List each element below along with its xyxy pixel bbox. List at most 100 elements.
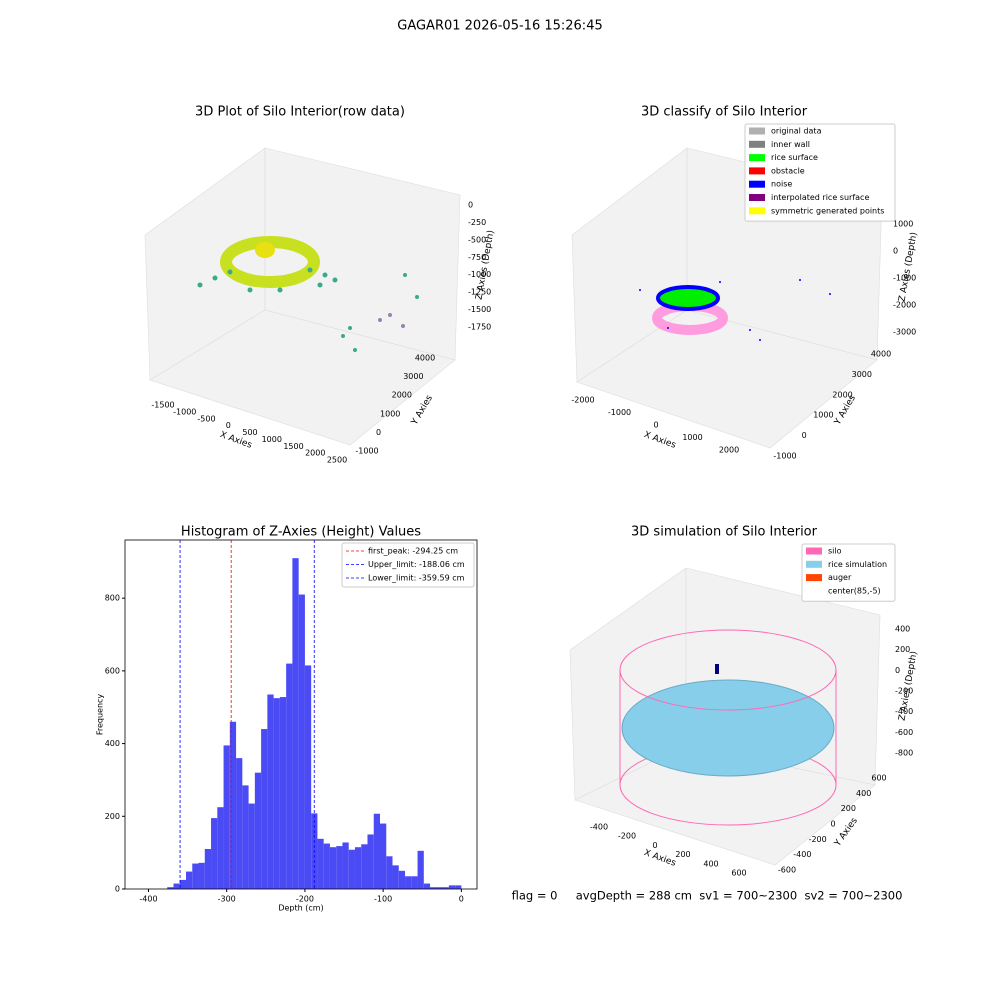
chart-title: Histogram of Z-Axies (Height) Values (181, 525, 421, 540)
legend-label: Lower_limit: -359.59 cm (368, 574, 465, 583)
z-tick-label: -1750 (468, 323, 491, 332)
y-tick-label: 3000 (403, 372, 423, 381)
bar (267, 694, 274, 889)
y-tick-label: 800 (105, 594, 120, 603)
y-tick-label: 400 (856, 789, 871, 798)
y-tick-label: -400 (793, 850, 811, 859)
z-tick-label: -1250 (468, 288, 491, 297)
y-tick-label: 3000 (852, 370, 872, 379)
bar (386, 856, 393, 889)
legend-label: obstacle (771, 166, 805, 175)
y-tick-label: -600 (778, 866, 796, 875)
bar (317, 838, 324, 889)
z-tick-label: -2000 (893, 301, 916, 310)
z-tick-label: -500 (468, 235, 486, 244)
y-tick-label: 1000 (813, 411, 833, 420)
legend-label: silo (828, 547, 842, 556)
y-tick-label: 600 (105, 666, 120, 675)
x-tick-label: -300 (218, 895, 236, 904)
legend-swatch (806, 547, 822, 555)
z-tick-label: 400 (895, 625, 910, 634)
bar (204, 849, 212, 889)
z-tick-label: -600 (895, 728, 913, 737)
legend-swatch (806, 574, 822, 582)
x-tick-label: 0 (653, 421, 658, 430)
chart-title: 3D simulation of Silo Interior (631, 525, 818, 540)
x-tick-label: 500 (242, 428, 257, 437)
legend-box (744, 123, 896, 222)
bar (455, 885, 462, 889)
bar (448, 885, 456, 889)
x-tick-label: 0 (459, 895, 464, 904)
legend-swatch (749, 180, 765, 188)
bar (380, 823, 387, 889)
y-tick-label: 600 (871, 774, 886, 783)
bar (336, 846, 343, 889)
x-tick-label: -400 (590, 823, 608, 832)
z-tick-label: -200 (895, 687, 913, 696)
bar (367, 834, 374, 889)
z-tick-label: 0 (468, 201, 473, 210)
chart-title: 3D Plot of Silo Interior(row data) (195, 105, 405, 120)
x-tick-label: -1000 (608, 408, 631, 417)
bar (430, 887, 437, 889)
x-tick-label: 2000 (719, 446, 739, 455)
legend-swatch (749, 194, 765, 201)
legend-box (341, 542, 475, 588)
legend-label: noise (771, 180, 792, 189)
legend-label: center(85,-5) (828, 586, 881, 595)
bar (361, 844, 368, 889)
bar (279, 697, 287, 889)
bar (405, 876, 412, 889)
y-tick-label: -1000 (773, 452, 796, 461)
x-tick-label: -100 (374, 895, 392, 904)
x-tick-label: -1500 (151, 401, 174, 410)
bar (436, 887, 443, 889)
legend-swatch (806, 587, 822, 595)
bar (254, 772, 262, 889)
z-tick-label: 0 (893, 247, 898, 256)
bar (179, 879, 187, 889)
bar (354, 847, 362, 889)
bar (292, 558, 299, 889)
x-tick-label: 2500 (327, 456, 347, 465)
x-axis-label: Depth (cm) (278, 904, 323, 913)
legend-swatch (749, 127, 765, 135)
plot-frame (124, 539, 478, 890)
bar (167, 887, 174, 889)
bar (323, 843, 330, 889)
y-tick-label: 0 (115, 885, 120, 894)
legend-swatch (806, 560, 822, 568)
y-tick-label: 4000 (415, 354, 435, 363)
bar (223, 745, 230, 889)
x-tick-label: -200 (296, 895, 314, 904)
y-tick-label: 0 (830, 820, 835, 829)
z-tick-label: -750 (468, 253, 486, 262)
bar (236, 758, 243, 889)
bar (173, 883, 180, 889)
bar (392, 865, 399, 889)
x-tick-label: -1000 (173, 407, 196, 416)
x-tick-label: -200 (618, 832, 636, 841)
z-tick-label: 200 (895, 645, 910, 654)
bar (198, 862, 205, 889)
legend-swatch (749, 154, 765, 162)
y-tick-label: 2000 (392, 391, 412, 400)
x-tick-label: 1500 (283, 442, 303, 451)
x-tick-label: 0 (652, 841, 657, 850)
z-tick-label: -800 (895, 749, 913, 758)
y-tick-label: 2000 (832, 390, 852, 399)
bar (304, 665, 312, 889)
x-tick-label: -500 (197, 414, 215, 423)
bar (211, 818, 218, 889)
bar (298, 594, 305, 889)
legend-label: first_peak: -294.25 cm (368, 547, 458, 556)
bar (242, 785, 249, 889)
plot1-box (144, 147, 461, 446)
x-tick-label: 400 (703, 859, 718, 868)
z-tick-label: -1000 (468, 270, 491, 279)
z-tick-label: -1500 (468, 305, 491, 314)
y-tick-label: -1000 (355, 447, 378, 456)
legend-label: auger (828, 573, 852, 582)
